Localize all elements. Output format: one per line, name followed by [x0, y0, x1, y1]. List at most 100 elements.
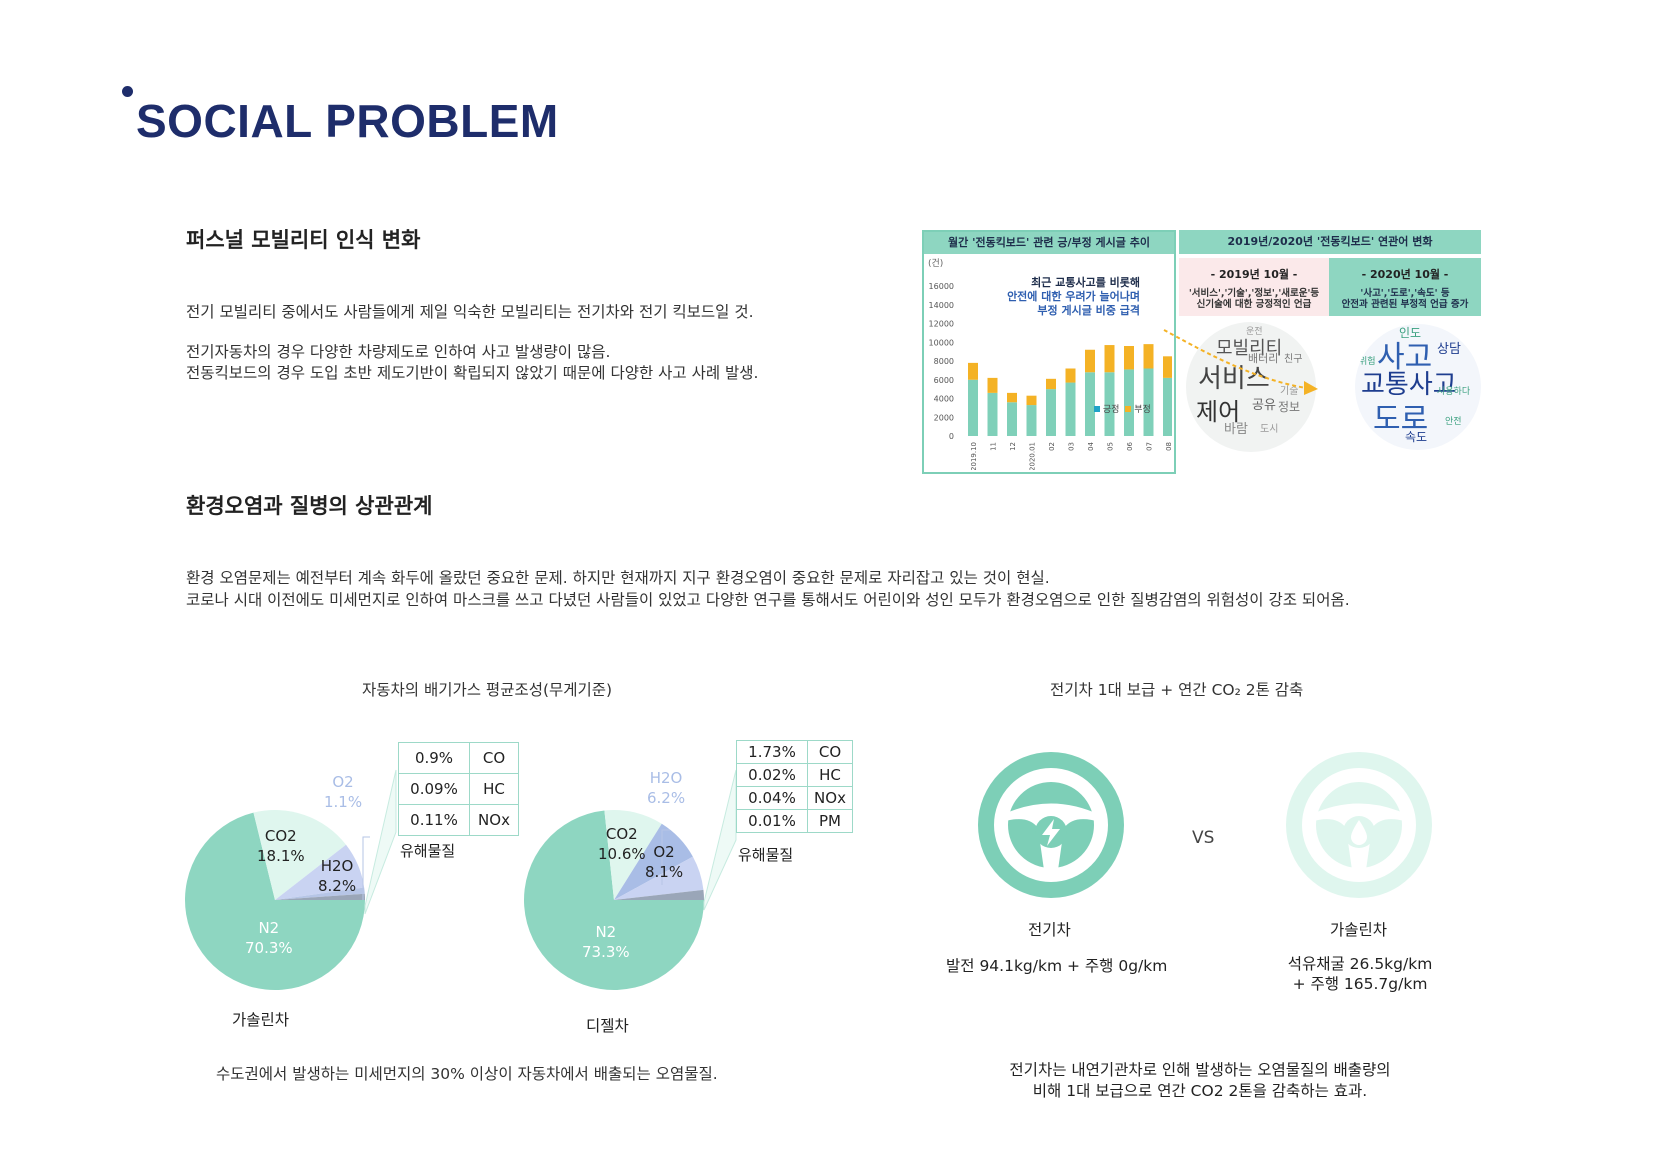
word-cloud-2019: 모빌리티 서비스 제어 배터리 친구 공유 정보 바람 운전 도시 기술: [1186, 322, 1316, 452]
y-tick-label: 8000: [934, 357, 954, 366]
keyword-2019-desc-2: 신기술에 대한 긍정적인 언급: [1196, 299, 1312, 310]
y-tick-label: 16000: [929, 282, 954, 291]
y-tick-label: 4000: [934, 395, 954, 404]
x-tick-label: 07: [1146, 442, 1154, 451]
keyword-panel-header: 2019년/2020년 '전동킥보드' 연관어 변화: [1179, 230, 1481, 254]
table-cell: 0.11%: [398, 804, 470, 836]
x-tick-label: 02: [1048, 442, 1056, 451]
diesel-n2-label: N2 73.3%: [582, 922, 630, 962]
cloud-word: 바람: [1224, 422, 1248, 437]
cloud-word: 운전: [1246, 327, 1263, 337]
chart-unit-label: (건): [928, 259, 944, 269]
gasoline-pie: [185, 810, 365, 990]
section-title-pollution: 환경오염과 질병의 상관관계: [186, 494, 433, 518]
bar-negative: [1026, 395, 1037, 406]
slice-o2: [275, 887, 365, 900]
slice-h2o: [614, 856, 704, 900]
table-cell: 0.9%: [398, 742, 470, 774]
table-cell: 0.02%: [736, 763, 808, 787]
cloud-word: 사고: [1377, 340, 1433, 375]
ev-title: 전기차 1대 보급 + 연간 CO₂ 2톤 감축: [1050, 681, 1304, 699]
bar-negative: [1143, 344, 1154, 369]
slice-o2: [614, 823, 693, 900]
cloud-word: 속도: [1405, 430, 1428, 444]
mobility-text-1: 전기 모빌리티 중에서도 사람들에게 제일 익숙한 모빌리티는 전기차와 전기 …: [186, 303, 754, 321]
table-row: 0.09% HC: [398, 773, 519, 805]
x-tick-label: 03: [1068, 442, 1076, 451]
annotation-line-2: 안전에 대한 우려가 늘어나며: [1007, 290, 1140, 303]
diesel-co2-name: CO2: [605, 825, 638, 843]
diesel-h2o-value: 6.2%: [647, 789, 686, 807]
gasoline-h2o-label: H2O 8.2%: [318, 856, 356, 896]
slice-co2: [253, 810, 347, 900]
cloud-word: 인도: [1399, 326, 1422, 340]
bar-positive: [1065, 382, 1076, 436]
pollution-text-1: 환경 오염문제는 예전부터 계속 화두에 올랐던 중요한 문제. 하지만 현재까…: [186, 569, 1050, 587]
gasoline-car-ev-label: 가솔린차: [1330, 921, 1388, 939]
gasoline-co2-label: CO2 18.1%: [257, 826, 305, 866]
sentiment-bar-chart: 0 2000 4000 6000 8000 10000 12000 14000 16000 201…: [929, 282, 1172, 470]
cloud-word: 위험: [1359, 357, 1376, 367]
x-tick-label: 2019.10: [970, 442, 978, 470]
bar-negative: [1104, 345, 1115, 373]
gasoline-harmful-callout: [364, 769, 397, 915]
diesel-o2-label: O2 8.1%: [645, 842, 683, 882]
ev-caption-line-1: 전기차는 내연기관차로 인해 발생하는 오염물질의 배출량의: [1009, 1061, 1391, 1079]
diesel-harmful-callout: [703, 769, 737, 911]
gasoline-co2-value: 18.1%: [257, 847, 305, 865]
cloud-word: 안전: [1445, 417, 1462, 427]
bar-positive: [1046, 389, 1056, 436]
gasoline-co2-name: CO2: [264, 827, 297, 845]
keyword-2020-title: - 2020년 10월 -: [1361, 268, 1449, 281]
gasoline-harmful-label: 유해물질: [400, 842, 456, 860]
sentiment-chart-panel: 월간 '전동킥보드' 관련 긍/부정 게시글 추이 (건) 최근 교통사고를 비…: [922, 230, 1176, 474]
gasoline-n2-name: N2: [258, 919, 280, 937]
diesel-n2-value: 73.3%: [582, 943, 630, 961]
table-cell: HC: [469, 773, 519, 805]
gasoline-harmful-table: 0.9% CO 0.09% HC 0.11% NOx: [398, 742, 519, 836]
electric-car-icon-circle: [978, 752, 1124, 898]
exhaust-title: 자동차의 배기가스 평균조성(무게기준): [362, 681, 613, 699]
bullet-dot: [122, 86, 133, 97]
sentiment-chart-header: 월간 '전동킥보드' 관련 긍/부정 게시글 추이: [924, 232, 1174, 254]
x-tick-label: 12: [1009, 442, 1017, 451]
keyword-2020-desc-1: '사고','도로','속도' 등: [1360, 288, 1450, 299]
keyword-2019-desc-1: '서비스','기술','정보','새로운'등: [1188, 288, 1320, 299]
gasoline-n2-label: N2 70.3%: [245, 918, 293, 958]
table-cell: NOx: [807, 786, 853, 810]
legend-negative-swatch: [1125, 406, 1132, 412]
cloud-word: 도로: [1373, 402, 1429, 437]
cloud-word: 기술: [1280, 386, 1299, 397]
bar-positive: [1104, 372, 1115, 436]
section-title-mobility: 퍼스널 모빌리티 인식 변화: [186, 228, 421, 252]
bar-negative: [1007, 392, 1017, 403]
gasoline-o2-value: 1.1%: [324, 793, 363, 811]
chart-legend: 긍정 부정: [1094, 402, 1151, 415]
gasoline-h2o-name: H2O: [320, 857, 354, 875]
diesel-car-label: 디젤차: [586, 1017, 629, 1035]
table-cell: HC: [807, 763, 853, 787]
keyword-2020-desc-2: 안전과 관련된 부정적 언급 증가: [1341, 299, 1469, 310]
steering-wheel-drop-icon: [1302, 768, 1416, 882]
x-tick-label: 06: [1126, 441, 1134, 450]
bar-negative: [1065, 368, 1076, 383]
cloud-word: 정보: [1278, 400, 1301, 414]
gasoline-car-ev-detail: 석유채굴 26.5kg/km + 주행 165.7g/km: [1270, 954, 1450, 994]
ev-caption: 전기차는 내연기관차로 인해 발생하는 오염물질의 배출량의 비해 1대 보급으…: [960, 1060, 1440, 1102]
slice-harmful: [614, 889, 704, 900]
cloud-word: 서비스: [1198, 364, 1270, 394]
table-cell: 1.73%: [736, 740, 808, 764]
table-cell: 0.09%: [398, 773, 470, 805]
gasoline-car-icon-circle: [1286, 752, 1432, 898]
bar-positive: [1143, 368, 1154, 436]
diesel-harmful-table: 1.73% CO 0.02% HC 0.04% NOx 0.01% PM: [736, 740, 853, 833]
mobility-text-3: 전동킥보드의 경우 도입 초반 제도기반이 확립되지 않았기 때문에 다양한 사…: [186, 364, 759, 382]
table-row: 0.01% PM: [736, 809, 853, 833]
slice-n2: [524, 810, 704, 990]
table-cell: 0.04%: [736, 786, 808, 810]
annotation-line-1: 최근 교통사고를 비롯해: [1031, 276, 1140, 289]
diesel-h2o-label: H2O 6.2%: [647, 768, 685, 808]
bar-positive: [968, 379, 978, 436]
x-tick-label: 04: [1087, 441, 1095, 450]
page-title: SOCIAL PROBLEM: [136, 95, 559, 147]
